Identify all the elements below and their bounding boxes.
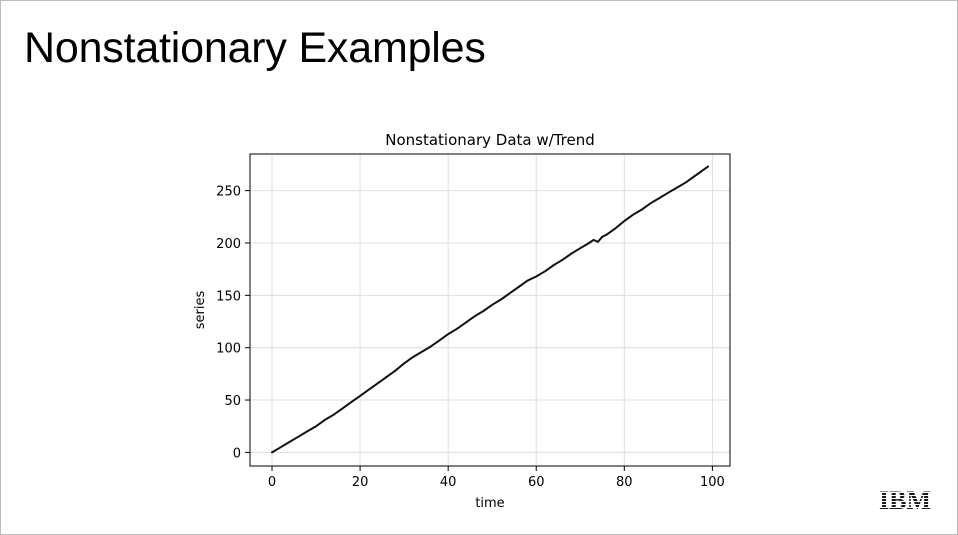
y-tick-label: 250 [216, 185, 241, 200]
y-tick-label: 50 [224, 394, 241, 409]
chart-title: Nonstationary Data w/Trend [385, 131, 595, 149]
chart-grid [250, 154, 730, 466]
series-line [271, 165, 709, 454]
ibm-logo: IBM [879, 487, 931, 511]
y-tick-label: 0 [233, 446, 241, 461]
plot-area-frame [249, 153, 731, 467]
x-tick-label: 60 [528, 475, 545, 490]
x-tick-label: 0 [268, 475, 276, 490]
y-tick-label: 100 [216, 342, 241, 357]
ibm-logo-text: IBM [879, 487, 931, 511]
x-tick-label: 80 [616, 475, 633, 490]
y-axis-label: series [193, 291, 208, 330]
x-tick-label: 20 [352, 475, 369, 490]
y-tick-label: 150 [216, 289, 241, 304]
y-tick-label: 200 [216, 237, 241, 252]
chart-axes: 0 20 40 60 80 100 0 50 100 150 200 250 [216, 185, 725, 490]
x-axis-label: time [475, 496, 504, 511]
chart-series [271, 165, 709, 454]
x-tick-label: 40 [440, 475, 457, 490]
x-tick-label: 100 [700, 475, 725, 490]
slide-title: Nonstationary Examples [24, 24, 486, 72]
